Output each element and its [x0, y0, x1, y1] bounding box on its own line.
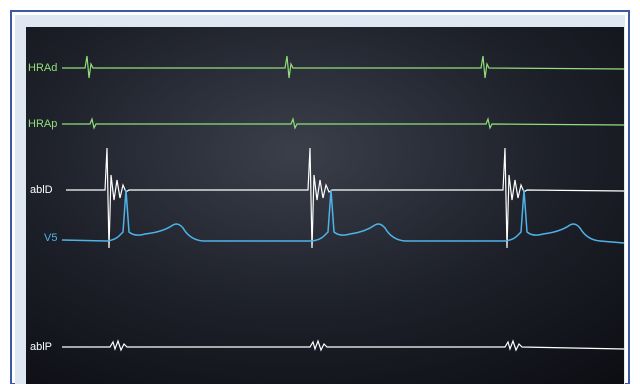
page: {"channels": [ {"label": "HRAd"}, {"labe… — [0, 0, 640, 384]
channel-label: ablD — [30, 184, 53, 196]
channel-label: V5 — [44, 232, 57, 244]
channel-label: HRAd — [28, 62, 57, 74]
monitor-photo: HRAd HRAp ablD V5 ablP — [0, 0, 640, 384]
screen — [26, 27, 624, 384]
channel-label: ablP — [30, 341, 52, 353]
channel-label: HRAp — [28, 118, 57, 130]
